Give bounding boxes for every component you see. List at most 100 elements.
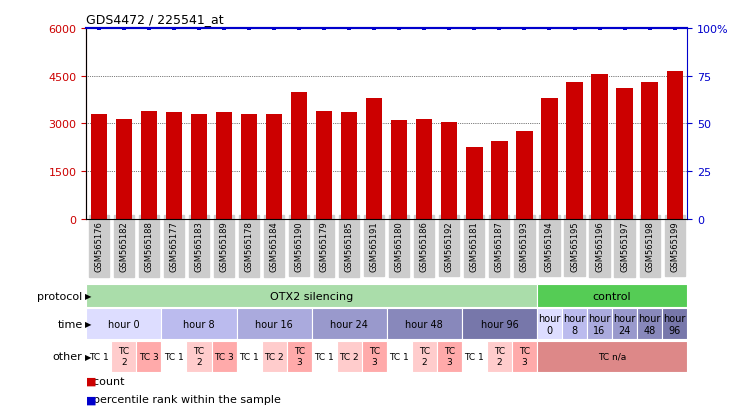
Point <box>218 26 230 32</box>
Bar <box>641 83 658 219</box>
Text: hour 48: hour 48 <box>406 319 443 329</box>
Text: hour
48: hour 48 <box>638 313 661 335</box>
Bar <box>437 341 462 372</box>
Bar <box>442 123 457 219</box>
Point <box>668 26 680 32</box>
Point <box>293 26 305 32</box>
Text: ▶: ▶ <box>85 292 92 300</box>
Text: hour 24: hour 24 <box>330 319 368 329</box>
Text: hour 16: hour 16 <box>255 319 293 329</box>
Bar <box>116 119 132 219</box>
Text: TC
3: TC 3 <box>519 347 530 366</box>
Bar <box>261 341 287 372</box>
Bar <box>161 309 237 339</box>
Bar <box>466 148 483 219</box>
Bar <box>667 72 683 219</box>
Bar <box>191 114 207 219</box>
Point <box>493 26 505 32</box>
Bar <box>366 99 382 219</box>
Bar <box>462 309 537 339</box>
Bar <box>237 341 261 372</box>
Bar <box>291 93 307 219</box>
Text: hour
96: hour 96 <box>663 313 686 335</box>
Text: ▶: ▶ <box>85 320 92 328</box>
Point <box>544 26 556 32</box>
Bar <box>341 113 357 219</box>
Bar <box>517 132 532 219</box>
Bar <box>387 309 462 339</box>
Text: hour 0: hour 0 <box>108 319 140 329</box>
Bar <box>266 114 282 219</box>
Bar <box>312 341 336 372</box>
Bar <box>86 285 537 307</box>
Bar <box>662 309 687 339</box>
Text: ▶: ▶ <box>85 352 92 361</box>
Point <box>569 26 581 32</box>
Bar <box>141 112 157 219</box>
Bar <box>612 309 637 339</box>
Bar <box>91 114 107 219</box>
Bar <box>362 341 387 372</box>
Bar <box>336 341 362 372</box>
Point <box>469 26 481 32</box>
Bar <box>562 309 587 339</box>
Bar <box>237 309 312 339</box>
Bar <box>462 341 487 372</box>
Text: TC 1: TC 1 <box>89 352 109 361</box>
Bar <box>212 341 237 372</box>
Bar <box>566 83 583 219</box>
Text: other: other <box>53 351 83 361</box>
Text: hour
16: hour 16 <box>588 313 611 335</box>
Bar <box>491 142 508 219</box>
Text: TC
2: TC 2 <box>494 347 505 366</box>
Point <box>644 26 656 32</box>
Text: TC
3: TC 3 <box>294 347 305 366</box>
Text: hour
24: hour 24 <box>614 313 636 335</box>
Bar <box>617 89 632 219</box>
Point <box>143 26 155 32</box>
Bar <box>86 341 111 372</box>
Text: TC 1: TC 1 <box>240 352 259 361</box>
Text: TC 1: TC 1 <box>390 352 409 361</box>
Bar <box>186 341 212 372</box>
Point <box>193 26 205 32</box>
Bar <box>416 119 433 219</box>
Point <box>118 26 130 32</box>
Point <box>593 26 605 32</box>
Bar <box>537 285 687 307</box>
Text: OTX2 silencing: OTX2 silencing <box>270 291 353 301</box>
Point <box>318 26 330 32</box>
Text: TC
2: TC 2 <box>419 347 430 366</box>
Text: ■: ■ <box>86 376 97 386</box>
Text: TC 1: TC 1 <box>315 352 334 361</box>
Bar <box>512 341 537 372</box>
Bar <box>537 309 562 339</box>
Text: ■: ■ <box>86 394 97 404</box>
Bar <box>287 341 312 372</box>
Text: TC 2: TC 2 <box>339 352 359 361</box>
Bar <box>216 113 232 219</box>
Point <box>168 26 180 32</box>
Point <box>368 26 380 32</box>
Point <box>243 26 255 32</box>
Point <box>418 26 430 32</box>
Bar <box>166 113 182 219</box>
Bar <box>487 341 512 372</box>
Bar <box>412 341 437 372</box>
Bar <box>541 99 558 219</box>
Bar <box>86 309 161 339</box>
Bar <box>537 341 687 372</box>
Point <box>268 26 280 32</box>
Bar <box>592 75 608 219</box>
Bar <box>111 341 137 372</box>
Text: TC 3: TC 3 <box>214 352 234 361</box>
Bar <box>637 309 662 339</box>
Text: TC
3: TC 3 <box>369 347 380 366</box>
Point <box>518 26 530 32</box>
Point <box>394 26 406 32</box>
Text: TC
2: TC 2 <box>119 347 129 366</box>
Point <box>93 26 105 32</box>
Point <box>443 26 455 32</box>
Text: TC
2: TC 2 <box>194 347 204 366</box>
Text: hour
8: hour 8 <box>563 313 586 335</box>
